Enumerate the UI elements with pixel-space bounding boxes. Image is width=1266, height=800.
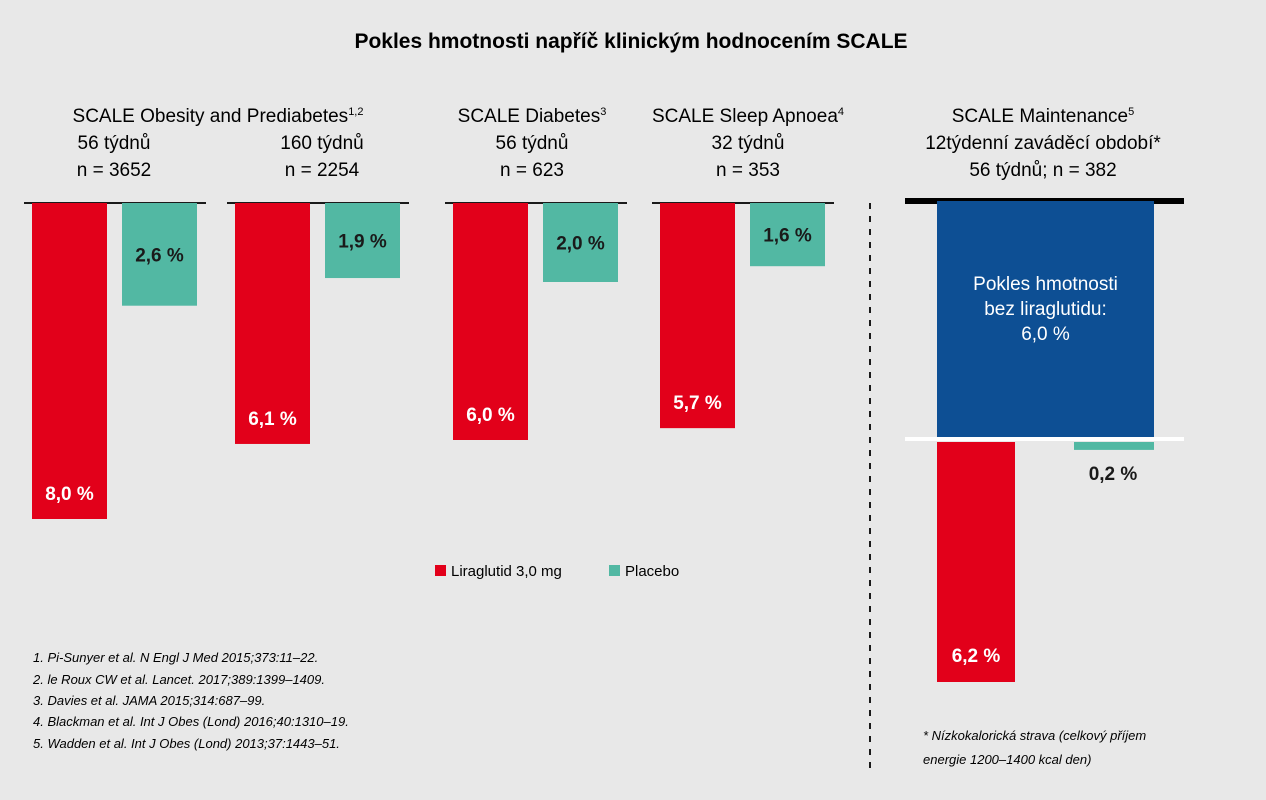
value-label-liraglutide-3: 5,7 % <box>673 393 722 414</box>
runin-label-line-0: Pokles hmotnosti <box>973 274 1118 295</box>
study-n-diabetes: n = 623 <box>500 160 564 181</box>
legend-swatch-placebo <box>609 565 620 576</box>
bar-liraglutide-1 <box>235 203 310 444</box>
reference-3: 3. Davies et al. JAMA 2015;314:687–99. <box>33 693 265 708</box>
value-label-liraglutide-2: 6,0 % <box>466 405 515 426</box>
value-label-placebo-1: 1,9 % <box>338 232 387 253</box>
legend: Liraglutid 3,0 mg Placebo <box>435 563 679 580</box>
bar-liraglutide-3 <box>660 203 735 429</box>
legend-swatch-liraglutide <box>435 565 446 576</box>
study-header-maintenance: SCALE Maintenance5 <box>952 106 1135 127</box>
study-header-diabetes: SCALE Diabetes3 <box>458 106 607 127</box>
bar-liraglutide-2 <box>453 203 528 440</box>
footnote-line-2: energie 1200–1400 kcal den) <box>923 752 1091 767</box>
study-n-maintenance: 56 týdnů; n = 382 <box>969 160 1116 181</box>
study-duration-obesity-160: 160 týdnů <box>280 133 363 154</box>
runin-label-line-1: bez liraglutidu: <box>984 299 1107 320</box>
bar-liraglutide-0 <box>32 203 107 519</box>
footnote: * Nízkokalorická strava (celkový příjem … <box>923 728 1146 767</box>
value-label-placebo-2: 2,0 % <box>556 234 605 255</box>
bar-placebo-0 <box>122 203 197 306</box>
reference-1: 1. Pi-Sunyer et al. N Engl J Med 2015;37… <box>33 650 318 665</box>
study-duration-diabetes: 56 týdnů <box>496 133 569 154</box>
value-label-placebo-3: 1,6 % <box>763 226 812 247</box>
bar-liraglutide-maintenance <box>937 442 1015 683</box>
bar-placebo-2 <box>543 203 618 282</box>
study-header-sleep-apnoea: SCALE Sleep Apnoea4 <box>652 106 844 127</box>
reference-2: 2. le Roux CW et al. Lancet. 2017;389:13… <box>32 672 325 687</box>
runin-label-line-2: 6,0 % <box>1021 324 1070 345</box>
bar-placebo-3 <box>750 203 825 267</box>
value-label-liraglutide-0: 8,0 % <box>45 484 94 505</box>
study-n-sleep-apnoea: n = 353 <box>716 160 780 181</box>
value-label-liraglutide-1: 6,1 % <box>248 409 297 430</box>
bar-runin-maintenance <box>937 201 1154 438</box>
bar-placebo-1 <box>325 203 400 279</box>
study-duration-obesity-56: 56 týdnů <box>78 133 151 154</box>
footnote-line-1: * Nízkokalorická strava (celkový příjem <box>923 728 1146 743</box>
value-label-liraglutide-maintenance: 6,2 % <box>952 646 1001 667</box>
study-header-obesity: SCALE Obesity and Prediabetes1,2 <box>73 106 364 127</box>
references: 1. Pi-Sunyer et al. N Engl J Med 2015;37… <box>32 650 349 751</box>
study-runin-maintenance: 12týdenní zaváděcí období* <box>925 133 1161 154</box>
reference-5: 5. Wadden et al. Int J Obes (Lond) 2013;… <box>33 736 340 751</box>
study-n-obesity-160: n = 2254 <box>285 160 360 181</box>
value-label-placebo-0: 2,6 % <box>135 245 184 266</box>
study-duration-sleep-apnoea: 32 týdnů <box>712 133 785 154</box>
study-n-obesity-56: n = 3652 <box>77 160 152 181</box>
bar-placebo-maintenance <box>1074 442 1154 450</box>
chart-title: Pokles hmotnosti napříč klinickým hodnoc… <box>354 30 907 53</box>
reference-4: 4. Blackman et al. Int J Obes (Lond) 201… <box>33 714 349 729</box>
legend-label-liraglutide: Liraglutid 3,0 mg <box>451 563 562 580</box>
legend-label-placebo: Placebo <box>625 563 679 580</box>
bar-group: 8,0 % 2,6 % 6,1 % 1,9 % 6,0 % 2,0 % 5,7 % 1,6 %… <box>24 198 1184 683</box>
value-label-placebo-maintenance: 0,2 % <box>1089 464 1138 485</box>
